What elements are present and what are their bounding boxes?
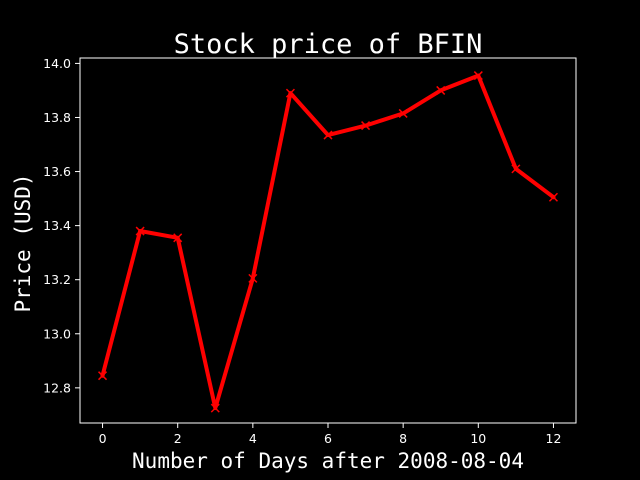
y-tick-label: 13.4 xyxy=(43,218,71,233)
y-tick-label: 13.2 xyxy=(43,272,71,287)
plot-area xyxy=(98,71,558,413)
y-axis-label: Price (USD) xyxy=(11,173,35,312)
y-tick-label: 13.6 xyxy=(43,164,71,179)
chart-title: Stock price of BFIN xyxy=(174,29,483,60)
x-axis-label: Number of Days after 2008-08-04 xyxy=(132,449,524,473)
data-point-marker xyxy=(210,403,220,413)
data-point-marker xyxy=(511,164,521,174)
data-point-marker xyxy=(173,233,183,243)
x-tick-label: 6 xyxy=(324,431,332,446)
x-tick-label: 8 xyxy=(399,431,407,446)
x-tick-label: 0 xyxy=(99,431,107,446)
x-tick-label: 2 xyxy=(174,431,182,446)
y-tick-label: 14.0 xyxy=(43,56,71,71)
data-point-marker xyxy=(285,88,295,98)
data-point-marker xyxy=(436,85,446,95)
x-tick-label: 4 xyxy=(249,431,257,446)
x-tick-label: 12 xyxy=(546,431,562,446)
x-axis: 0 2 4 6 8 10 12 xyxy=(99,423,562,446)
y-tick-label: 13.8 xyxy=(43,110,71,125)
y-tick-label: 13.0 xyxy=(43,326,71,341)
data-point-marker xyxy=(473,71,483,81)
data-point-marker xyxy=(548,192,558,202)
y-tick-label: 12.8 xyxy=(43,380,71,395)
y-axis: 12.8 13.0 13.2 13.4 13.6 13.8 14.0 xyxy=(43,56,80,395)
data-point-marker xyxy=(248,273,258,283)
data-point-marker xyxy=(135,226,145,236)
data-point-marker xyxy=(398,108,408,118)
data-point-marker xyxy=(323,130,333,140)
data-point-marker xyxy=(98,371,108,381)
data-point-marker xyxy=(361,121,371,131)
x-tick-label: 10 xyxy=(470,431,486,446)
